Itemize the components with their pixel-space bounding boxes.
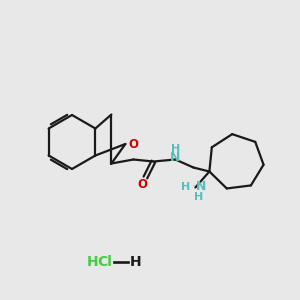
- Text: N: N: [196, 180, 207, 193]
- Text: H: H: [87, 255, 99, 269]
- Text: H: H: [194, 191, 203, 202]
- Text: N: N: [170, 151, 181, 164]
- Text: H: H: [171, 143, 180, 154]
- Text: H: H: [181, 182, 190, 191]
- Text: ·: ·: [192, 182, 195, 191]
- Text: H: H: [130, 255, 142, 269]
- Text: O: O: [137, 178, 147, 191]
- Text: Cl: Cl: [98, 255, 112, 269]
- Text: O: O: [128, 137, 138, 151]
